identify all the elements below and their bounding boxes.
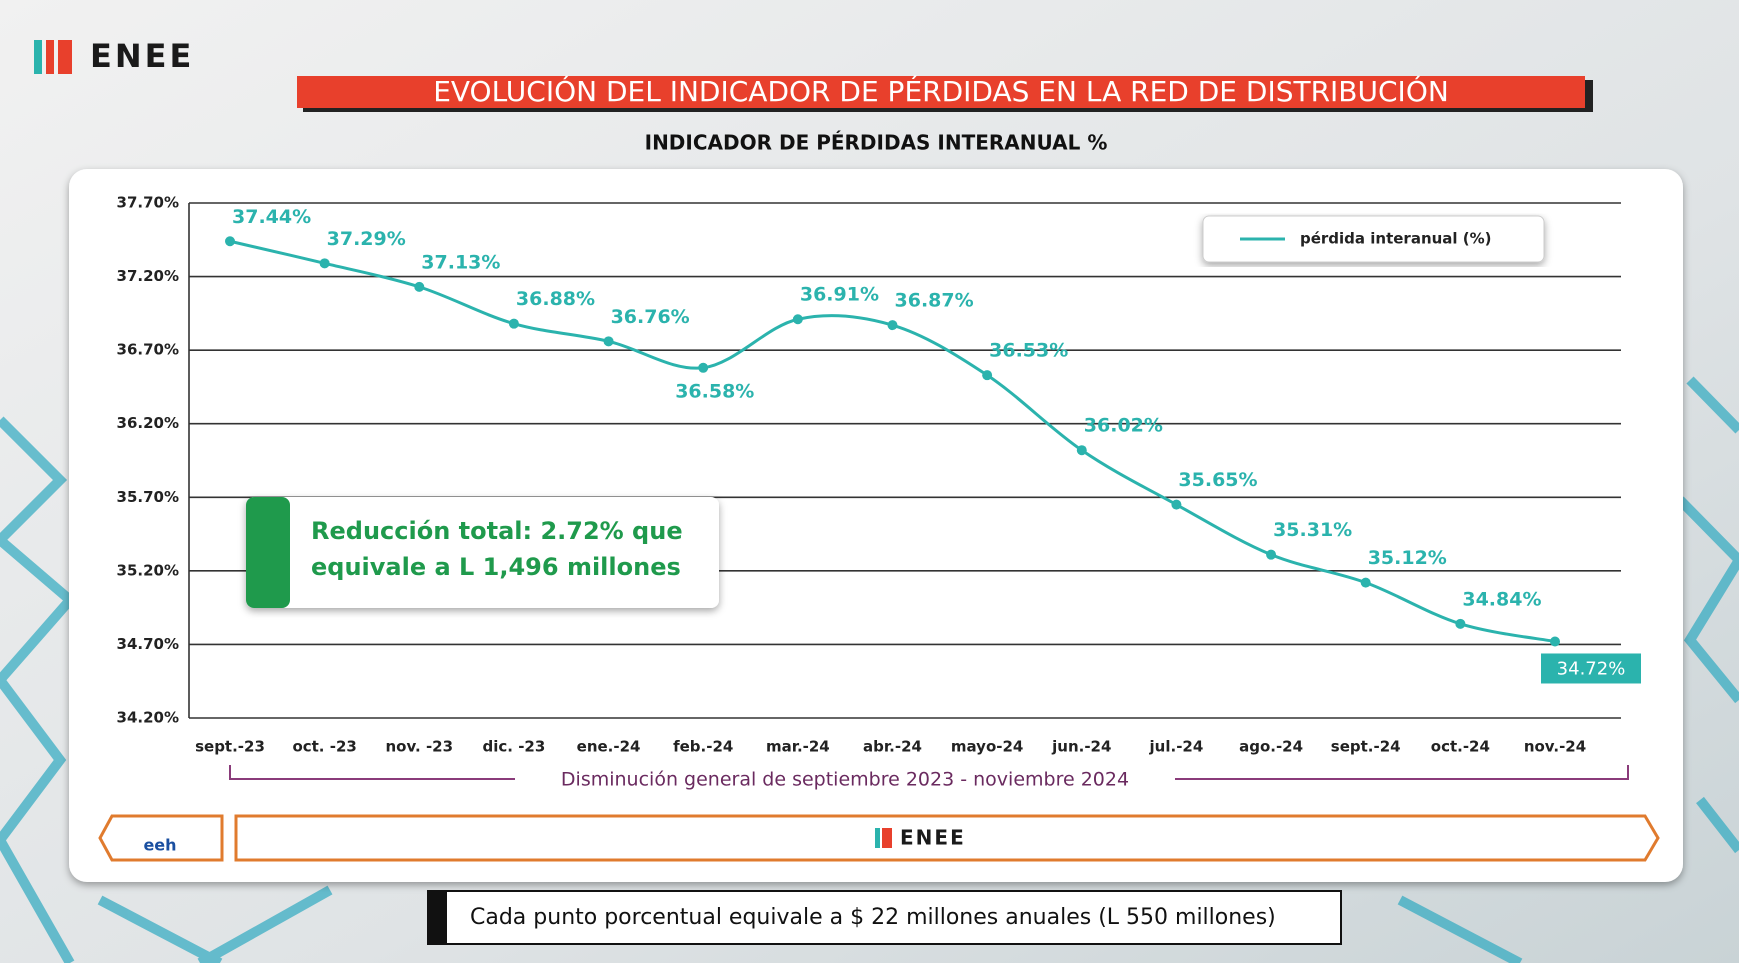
data-point: [1077, 445, 1087, 455]
value-label: 34.84%: [1462, 588, 1541, 610]
x-tick-label: oct.-24: [1431, 738, 1490, 756]
x-tick-label: oct. -23: [292, 738, 356, 756]
data-point: [1361, 578, 1371, 588]
data-point: [1455, 619, 1465, 629]
value-label: 36.58%: [675, 380, 754, 402]
data-point: [1550, 636, 1560, 646]
y-tick-label: 35.20%: [117, 561, 179, 579]
x-tick-label: ago.-24: [1239, 738, 1303, 756]
data-point: [604, 336, 614, 346]
logo-mark: [882, 828, 892, 848]
value-label: 35.65%: [1178, 469, 1257, 491]
bottom-logo: ENEE: [900, 826, 966, 850]
x-tick-label: mar.-24: [766, 738, 830, 756]
y-tick-label: 36.70%: [117, 341, 179, 359]
data-point: [888, 320, 898, 330]
logo-mark: [875, 828, 880, 848]
data-point: [509, 319, 519, 329]
range-note: Disminución general de septiembre 2023 -…: [561, 769, 1129, 791]
value-label: 36.87%: [895, 290, 974, 312]
x-tick-label: sept.-24: [1331, 738, 1401, 756]
data-point: [225, 236, 235, 246]
x-tick-label: sept.-23: [195, 738, 265, 756]
x-tick-label: abr.-24: [863, 738, 922, 756]
x-tick-label: mayo-24: [951, 738, 1023, 756]
y-tick-label: 34.20%: [117, 709, 179, 727]
data-point: [320, 258, 330, 268]
value-label: 37.29%: [327, 228, 406, 250]
annotation-text: Reducción total: 2.72% que: [311, 517, 683, 545]
x-tick-label: dic. -23: [483, 738, 546, 756]
page-title: EVOLUCIÓN DEL INDICADOR DE PÉRDIDAS EN L…: [433, 74, 1449, 108]
value-label: 36.02%: [1084, 415, 1163, 437]
value-label: 36.88%: [516, 288, 595, 310]
y-tick-label: 34.70%: [117, 635, 179, 653]
page: ENEE EVOLUCIÓN DEL INDICADOR DE PÉRDIDAS…: [0, 0, 1739, 963]
partner-logo: eeh: [143, 836, 176, 855]
data-point: [982, 370, 992, 380]
logo-mark: [58, 40, 72, 74]
value-label: 35.31%: [1273, 519, 1352, 541]
footer-note: Cada punto porcentual equivale a $ 22 mi…: [470, 905, 1276, 930]
data-point: [1266, 550, 1276, 560]
chart-title: INDICADOR DE PÉRDIDAS INTERANUAL %: [645, 131, 1108, 155]
y-tick-label: 37.70%: [117, 194, 179, 212]
value-label: 34.72%: [1557, 658, 1626, 679]
x-tick-label: nov. -23: [386, 738, 454, 756]
data-point: [698, 363, 708, 373]
data-point: [1171, 500, 1181, 510]
infographic: ENEE EVOLUCIÓN DEL INDICADOR DE PÉRDIDAS…: [0, 0, 1739, 963]
logo-mark: [46, 40, 54, 74]
legend-label: pérdida interanual (%): [1300, 230, 1492, 248]
x-tick-label: nov.-24: [1524, 738, 1586, 756]
value-label: 37.44%: [232, 206, 311, 228]
value-label: 37.13%: [421, 251, 500, 273]
value-label: 36.91%: [800, 284, 879, 306]
value-label: 36.76%: [611, 306, 690, 328]
annotation-text: equivale a L 1,496 millones: [311, 553, 681, 581]
value-label: 36.53%: [989, 340, 1068, 362]
x-tick-label: feb.-24: [673, 738, 733, 756]
y-tick-label: 36.20%: [117, 414, 179, 432]
y-tick-label: 37.20%: [117, 267, 179, 285]
annotation-stripe: [246, 497, 290, 608]
data-point: [414, 282, 424, 292]
x-tick-label: ene.-24: [577, 738, 641, 756]
x-tick-label: jul.-24: [1149, 738, 1204, 756]
y-tick-label: 35.70%: [117, 488, 179, 506]
data-point: [793, 314, 803, 324]
value-label: 35.12%: [1368, 547, 1447, 569]
x-tick-label: jun.-24: [1051, 738, 1111, 756]
logo-mark: [34, 40, 42, 74]
logo-text: ENEE: [90, 37, 194, 75]
